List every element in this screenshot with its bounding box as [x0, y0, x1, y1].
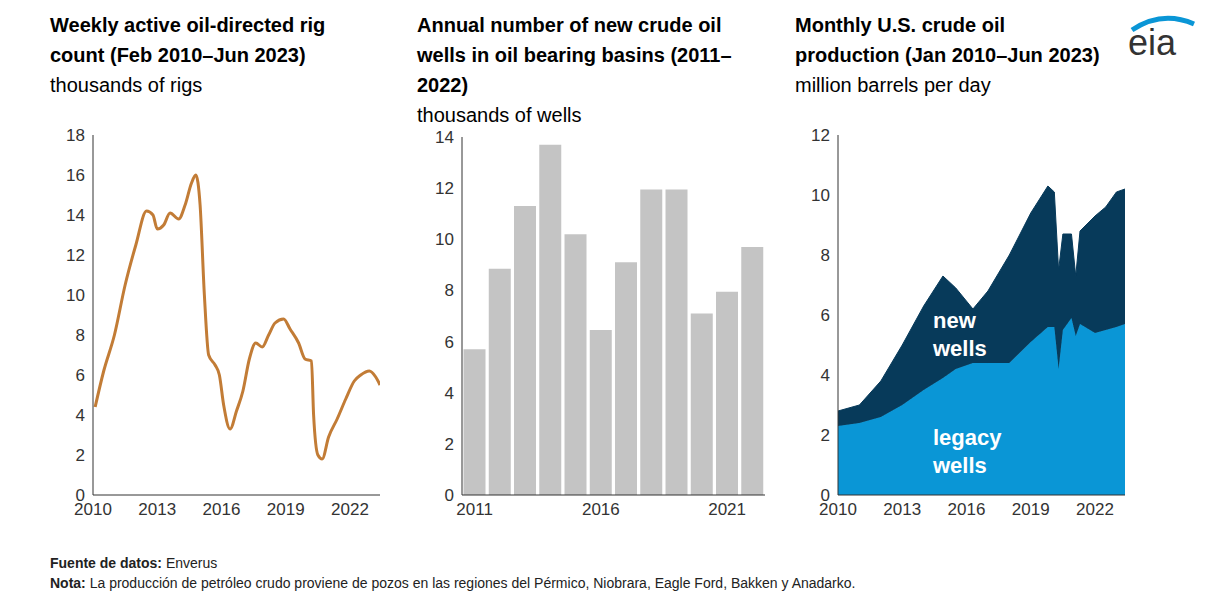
svg-text:2013: 2013	[138, 500, 176, 519]
svg-text:10: 10	[811, 186, 830, 205]
svg-text:2019: 2019	[1012, 500, 1050, 519]
html-text:wells: wells	[933, 453, 987, 478]
svg-text:8: 8	[76, 326, 85, 345]
svg-text:6: 6	[76, 366, 85, 385]
svg-text:2013: 2013	[883, 500, 921, 519]
svg-text:6: 6	[821, 306, 830, 325]
html-text:Annual number of new crude oil: Annual number of new crude oil wells in …	[417, 14, 732, 96]
html-text:Monthly U.S. crude oil product: Monthly U.S. crude oil production (Jan 2…	[795, 14, 1100, 66]
svg-text:2010: 2010	[819, 500, 857, 520]
svg-text:2016: 2016	[948, 500, 986, 519]
svg-text:0: 0	[445, 486, 454, 505]
svg-text:2011: 2011	[456, 500, 493, 519]
svg-text:10: 10	[66, 286, 85, 305]
html-text:Nota: La producción de petróle: Nota: La producción de petróleo crudo pr…	[50, 575, 856, 591]
svg-text:16: 16	[66, 166, 85, 185]
svg-text:2022: 2022	[331, 500, 369, 519]
svg-text:2: 2	[76, 446, 85, 465]
html-text:legacy: legacy	[933, 425, 1002, 450]
html-text:Fuente de datos: Enverus: Fuente de datos: Enverus	[50, 555, 218, 571]
html-text:eia: eia	[1128, 22, 1176, 63]
svg-text:2016: 2016	[203, 500, 241, 519]
svg-text:2016: 2016	[582, 500, 620, 519]
svg-text:2019: 2019	[267, 500, 305, 519]
svg-text:2: 2	[445, 435, 454, 454]
html-text:thousands of wells: thousands of wells	[417, 104, 582, 126]
svg-text:8: 8	[821, 246, 830, 265]
svg-text:8: 8	[445, 281, 454, 300]
svg-text:4: 4	[76, 406, 85, 425]
svg-text:12: 12	[66, 246, 85, 265]
svg-text:12: 12	[811, 126, 830, 145]
svg-text:2021: 2021	[708, 500, 746, 519]
svg-text:4: 4	[821, 366, 830, 385]
html-text:thousands of rigs: thousands of rigs	[50, 74, 203, 96]
svg-text:2: 2	[821, 426, 830, 445]
html-text:wells: wells	[933, 336, 987, 361]
svg-text:2010: 2010	[74, 500, 112, 520]
svg-text:6: 6	[445, 333, 454, 352]
svg-text:14: 14	[66, 206, 85, 225]
svg-text:2022: 2022	[1076, 500, 1114, 519]
svg-text:4: 4	[445, 384, 454, 403]
svg-text:12: 12	[435, 179, 454, 198]
svg-text:0: 0	[76, 486, 85, 505]
svg-text:0: 0	[821, 486, 830, 505]
html-text:new: new	[933, 308, 976, 333]
html-text:million barrels per day: million barrels per day	[795, 74, 991, 96]
svg-text:14: 14	[435, 128, 454, 147]
svg-text:18: 18	[66, 126, 85, 145]
svg-text:10: 10	[435, 230, 454, 249]
html-text:Weekly active oil-directed rig: Weekly active oil-directed rig count (Fe…	[50, 14, 326, 66]
